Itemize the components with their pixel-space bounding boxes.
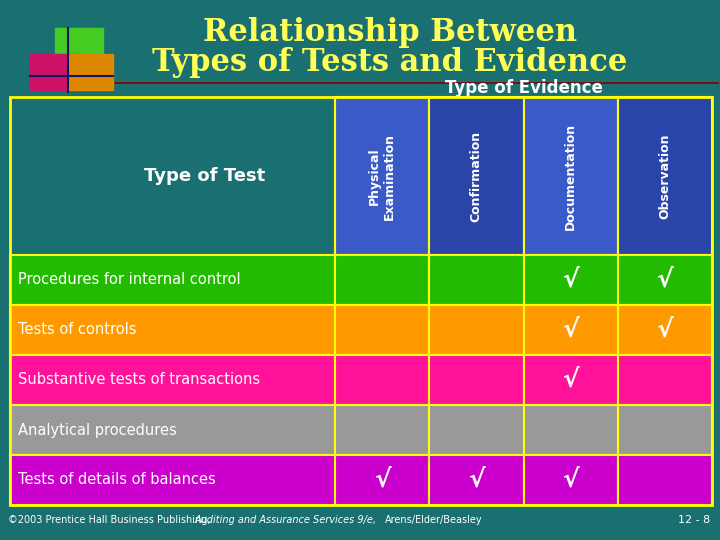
Bar: [10, 305, 335, 355]
Bar: [523, 305, 618, 355]
Bar: [618, 405, 712, 455]
Text: Observation: Observation: [658, 133, 671, 219]
Text: Analytical procedures: Analytical procedures: [18, 422, 176, 437]
Bar: [523, 405, 618, 455]
Bar: [10, 455, 335, 505]
Text: √: √: [374, 468, 390, 492]
Bar: [523, 97, 618, 255]
Bar: [618, 355, 712, 405]
Text: √: √: [562, 268, 579, 292]
Text: Tests of details of balances: Tests of details of balances: [18, 472, 216, 488]
Bar: [523, 455, 618, 505]
Bar: [429, 405, 523, 455]
Text: ©2003 Prentice Hall Business Publishing,: ©2003 Prentice Hall Business Publishing,: [8, 515, 217, 525]
Text: Type of Evidence: Type of Evidence: [444, 79, 603, 97]
Bar: [618, 97, 712, 255]
Text: √: √: [562, 368, 579, 392]
Text: 12 - 8: 12 - 8: [678, 515, 710, 525]
Text: Documentation: Documentation: [564, 123, 577, 230]
Bar: [429, 255, 523, 305]
Text: √: √: [468, 468, 485, 492]
Text: Physical
Examination: Physical Examination: [368, 132, 396, 219]
Text: Types of Tests and Evidence: Types of Tests and Evidence: [153, 46, 628, 78]
Bar: [523, 355, 618, 405]
Bar: [429, 305, 523, 355]
Text: Substantive tests of transactions: Substantive tests of transactions: [18, 373, 260, 388]
Bar: [618, 305, 712, 355]
Bar: [30, 54, 78, 90]
Text: √: √: [657, 318, 673, 342]
Bar: [10, 355, 335, 405]
Text: √: √: [562, 468, 579, 492]
Text: Procedures for internal control: Procedures for internal control: [18, 273, 240, 287]
Bar: [335, 405, 429, 455]
Bar: [618, 255, 712, 305]
Bar: [10, 255, 335, 305]
Bar: [335, 305, 429, 355]
Bar: [523, 255, 618, 305]
Text: Relationship Between: Relationship Between: [203, 17, 577, 48]
Text: Tests of controls: Tests of controls: [18, 322, 137, 338]
Bar: [429, 355, 523, 405]
Bar: [429, 97, 523, 255]
Text: Auditing and Assurance Services 9/e,: Auditing and Assurance Services 9/e,: [195, 515, 383, 525]
Bar: [68, 54, 113, 90]
Text: Arens/Elder/Beasley: Arens/Elder/Beasley: [385, 515, 482, 525]
Text: Type of Test: Type of Test: [145, 167, 266, 185]
Bar: [10, 405, 335, 455]
Bar: [335, 97, 429, 255]
Bar: [335, 355, 429, 405]
Bar: [335, 455, 429, 505]
Text: √: √: [657, 268, 673, 292]
Text: √: √: [562, 318, 579, 342]
Bar: [10, 97, 712, 505]
Text: Confirmation: Confirmation: [470, 131, 483, 221]
Bar: [335, 255, 429, 305]
Bar: [429, 455, 523, 505]
Bar: [55, 28, 103, 70]
Bar: [618, 455, 712, 505]
